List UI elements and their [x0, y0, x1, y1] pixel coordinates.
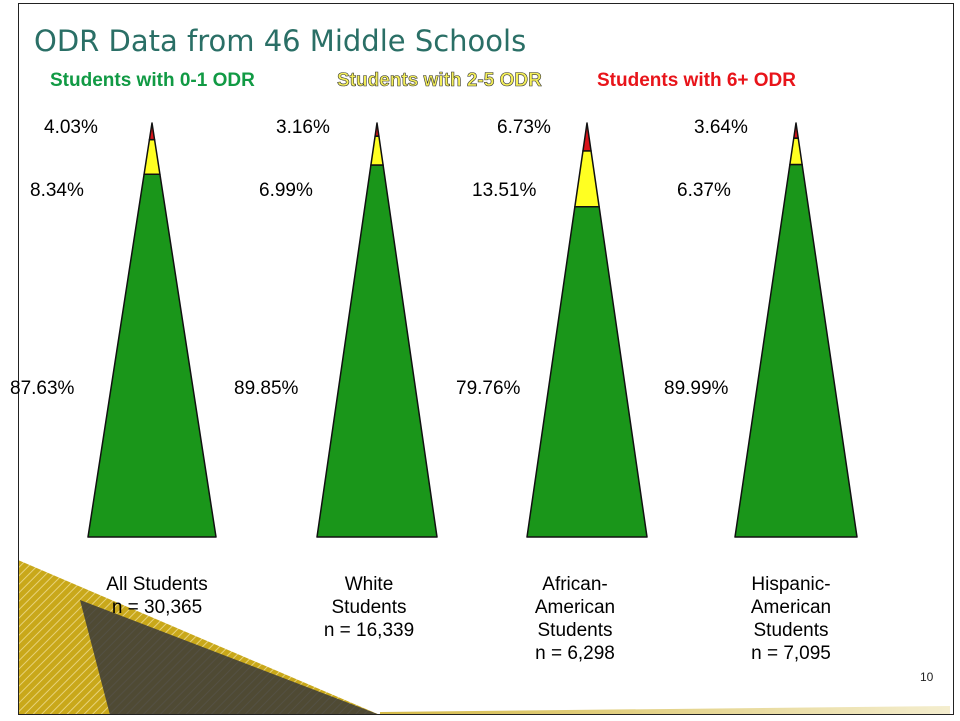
triangle-segment-2-5-odr-african-american-students [574, 150, 600, 208]
caption-line: Students [331, 597, 407, 618]
triangle-segment-2-5-odr-all-students [143, 138, 161, 175]
caption-all-students: All Students n = 30,365 [57, 573, 257, 619]
triangle-segment-0-1-odr-white-students [316, 164, 438, 538]
legend-item-2-5-odr: Students with 2-5 ODR [337, 70, 542, 92]
slide-frame [18, 3, 954, 715]
triangle-segment-6plus-odr-white-students [374, 122, 380, 137]
ribbon-shadow [80, 600, 380, 715]
triangle-segment-0-1-odr-hispanic-american-students [734, 163, 858, 538]
triangle-segment-2-5-odr-white-students [370, 135, 384, 166]
caption-line: African- [542, 574, 608, 595]
triangle-segment-6plus-odr-african-american-students [582, 122, 592, 152]
pct-label-2-5-hispanic-american: 6.37% [677, 180, 731, 201]
caption-white-students: White Students n = 16,339 [269, 573, 469, 642]
triangle-segment-6plus-odr-all-students [148, 122, 156, 141]
triangle-segment-6plus-odr-hispanic-american-students [793, 122, 799, 139]
caption-line: n = 30,365 [111, 597, 203, 618]
caption-line: Students [753, 620, 829, 641]
caption-line: All Students [106, 574, 208, 595]
legend-item-6-plus-odr: Students with 6+ ODR [597, 70, 796, 91]
caption-line: n = 7,095 [751, 643, 831, 664]
caption-line: n = 6,298 [535, 643, 615, 664]
pct-label-0-1-hispanic-american: 89.99% [664, 378, 729, 399]
caption-hispanic-american-students: Hispanic- American Students n = 7,095 [691, 573, 891, 665]
caption-african-american-students: African- American Students n = 6,298 [475, 573, 675, 665]
pct-label-2-5-african-american: 13.51% [472, 180, 537, 201]
caption-line: Students [537, 620, 613, 641]
legend-item-0-1-odr: Students with 0-1 ODR [50, 70, 255, 91]
caption-line: American [534, 597, 616, 618]
pct-label-6plus-hispanic-american: 3.64% [694, 117, 748, 138]
pct-label-0-1-white: 89.85% [234, 378, 299, 399]
page-title: ODR Data from 46 Middle Schools [34, 24, 527, 58]
pct-label-6plus-african-american: 6.73% [497, 117, 551, 138]
pct-label-6plus-all: 4.03% [44, 117, 98, 138]
caption-line: n = 16,339 [323, 620, 415, 641]
pct-label-0-1-all: 87.63% [10, 378, 75, 399]
ribbon-tail [380, 706, 950, 715]
triangle-segment-0-1-odr-all-students [87, 173, 217, 538]
triangle-segment-2-5-odr-hispanic-american-students [789, 137, 803, 166]
triangle-segment-0-1-odr-african-american-students [526, 206, 648, 538]
pct-label-2-5-all: 8.34% [30, 180, 84, 201]
pct-label-2-5-white: 6.99% [259, 180, 313, 201]
caption-line: White [344, 574, 394, 595]
caption-line: American [750, 597, 832, 618]
pct-label-0-1-african-american: 79.76% [456, 378, 521, 399]
pct-label-6plus-white: 3.16% [276, 117, 330, 138]
caption-line: Hispanic- [751, 574, 831, 595]
page-number: 10 [920, 670, 934, 684]
